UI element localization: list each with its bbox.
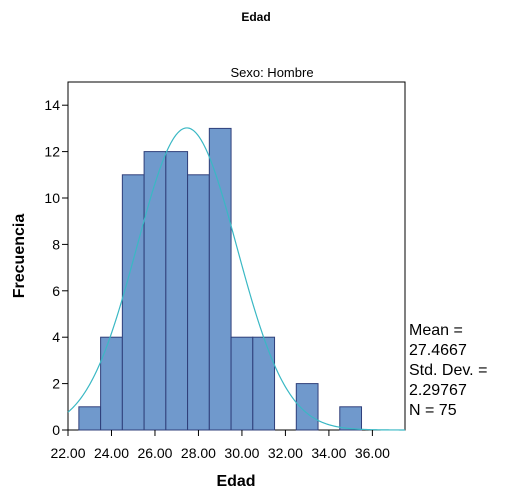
y-tick-label: 10 (44, 190, 60, 206)
histogram-bar (78, 406, 102, 431)
histogram-bar (143, 151, 167, 431)
x-tick-label: 24.00 (94, 445, 129, 461)
stats-box: Mean = 27.4667 Std. Dev. = 2.29767 N = 75 (409, 322, 487, 419)
x-tick-label: 26.00 (137, 445, 172, 461)
histogram-bar (295, 383, 319, 431)
x-axis-ticks: 22.00 24.00 26.00 28.00 30.00 32.00 34.00 36.00 (50, 430, 390, 461)
chart-title: Edad (241, 10, 270, 24)
panel-label: Sexo: Hombre (230, 65, 313, 80)
y-axis-title: Frecuencia (11, 214, 28, 299)
stats-line: Std. Dev. = (409, 362, 487, 379)
histogram-bar (121, 174, 145, 431)
histogram-bar (100, 336, 123, 431)
histogram-bar (339, 406, 363, 431)
histogram-bar (187, 174, 210, 431)
y-tick-label: 0 (52, 422, 60, 438)
y-tick-label: 2 (52, 376, 60, 392)
x-tick-label: 30.00 (224, 445, 259, 461)
y-tick-label: 6 (52, 283, 60, 299)
x-tick-label: 36.00 (355, 445, 390, 461)
x-axis-title: Edad (216, 473, 255, 490)
stats-line: 2.29767 (409, 382, 467, 399)
histogram-bar (165, 151, 189, 431)
y-tick-label: 4 (52, 329, 60, 345)
y-tick-label: 14 (44, 97, 60, 113)
x-tick-label: 28.00 (181, 445, 216, 461)
x-tick-label: 32.00 (268, 445, 303, 461)
y-axis-ticks: 0 2 4 6 8 10 12 14 (44, 97, 68, 438)
x-tick-label: 34.00 (311, 445, 346, 461)
y-tick-label: 12 (44, 144, 60, 160)
normal-curve (67, 127, 406, 431)
histogram-bar (208, 127, 232, 431)
stats-line: N = 75 (409, 402, 457, 419)
stats-line: Mean = (409, 322, 463, 339)
y-tick-label: 8 (52, 236, 60, 252)
stats-line: 27.4667 (409, 342, 467, 359)
histogram-bar (252, 336, 276, 431)
histogram-bar (230, 336, 254, 431)
x-tick-label: 22.00 (50, 445, 85, 461)
